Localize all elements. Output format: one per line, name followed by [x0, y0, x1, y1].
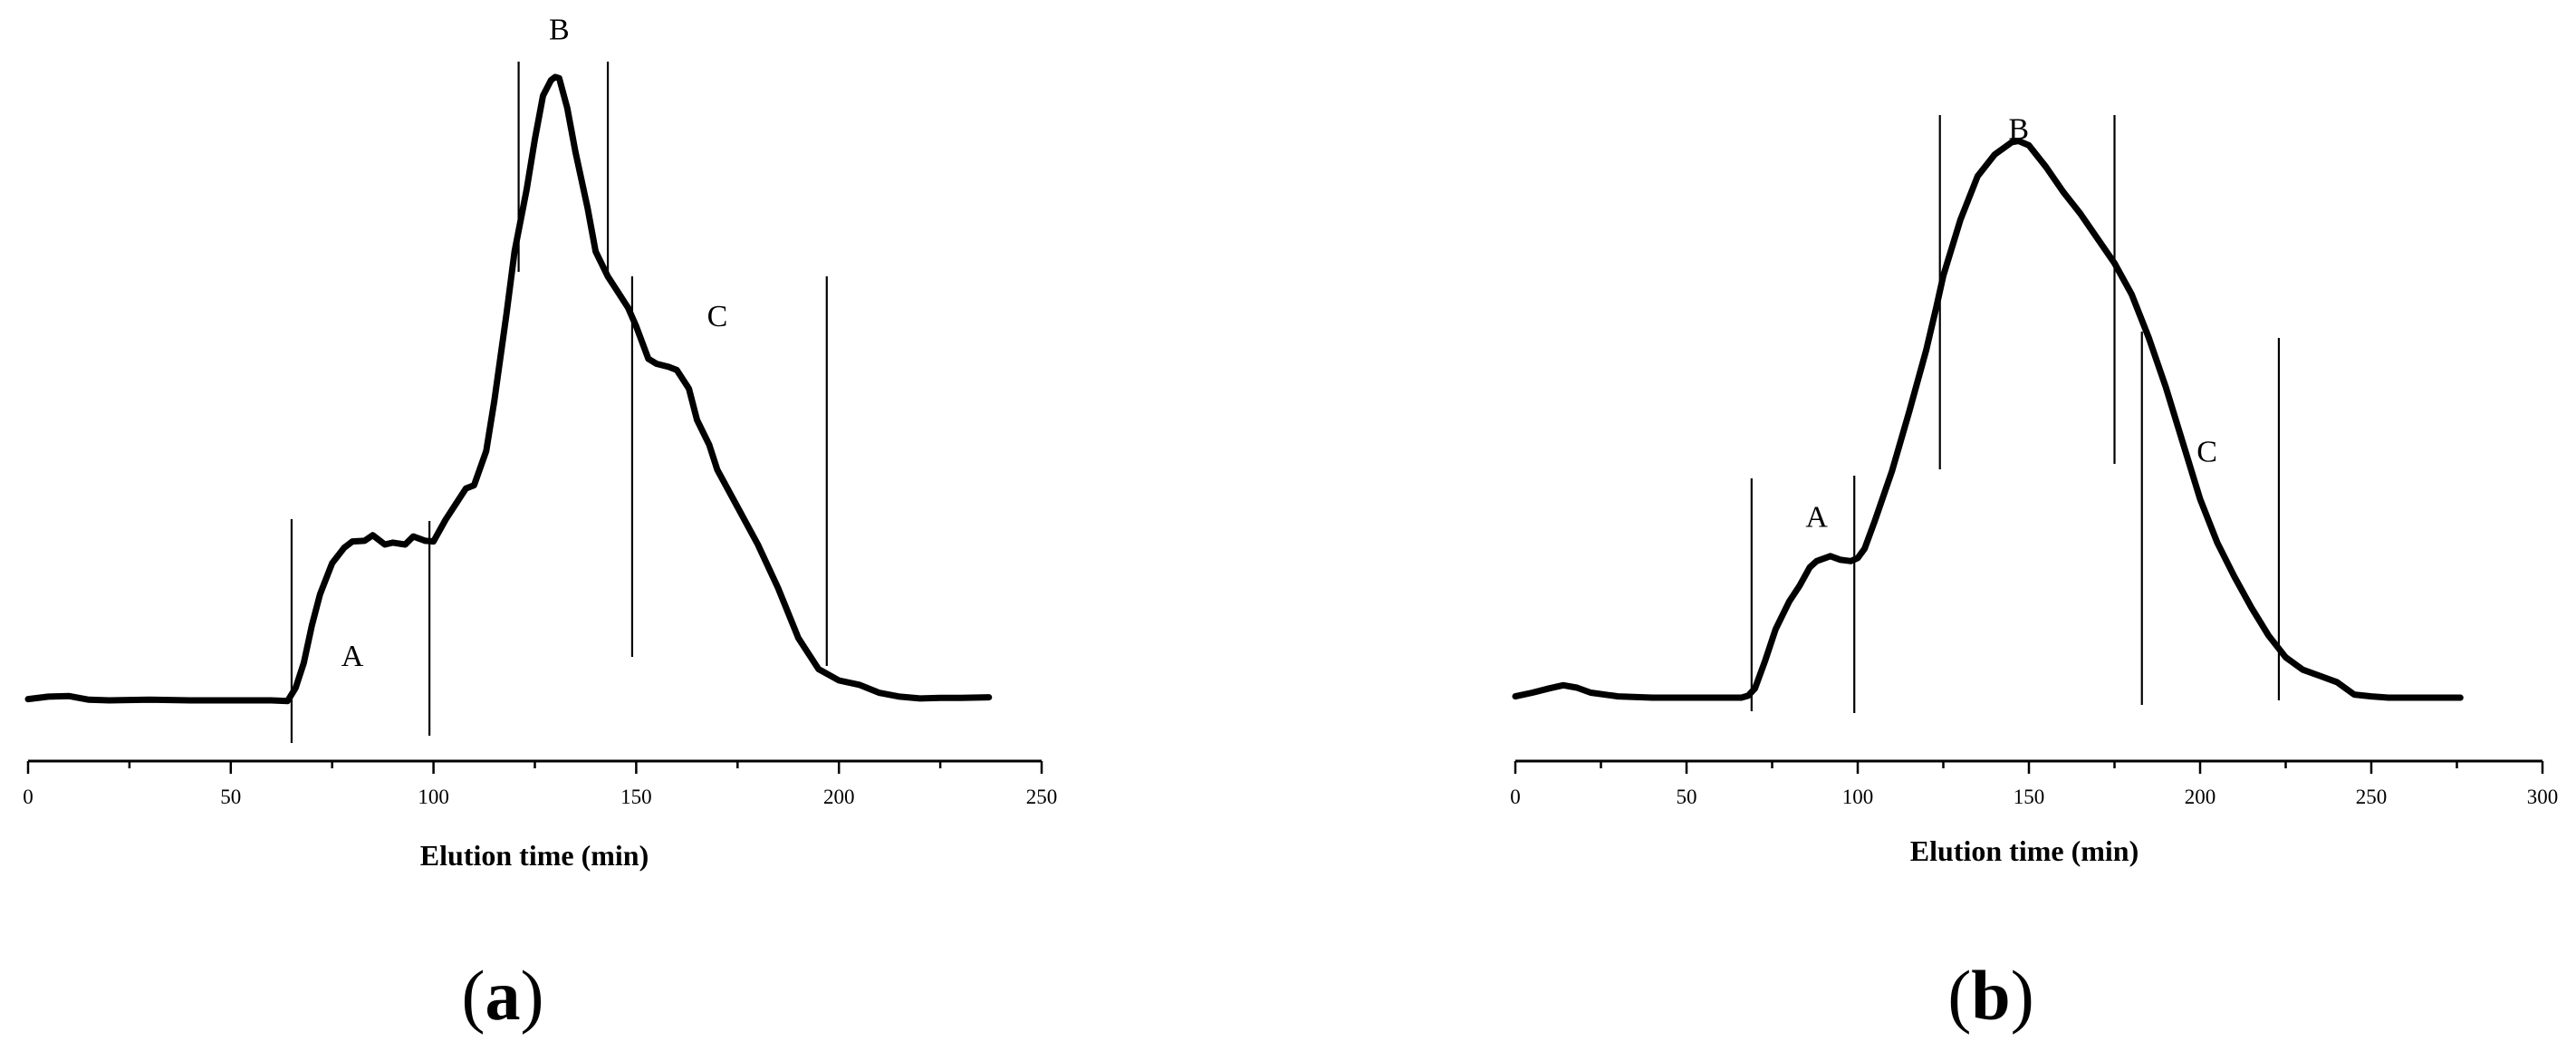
- chart-b-region-label-b: B: [2008, 113, 2029, 147]
- chart-b-x-tick-label: 100: [1842, 786, 1874, 808]
- chart-b-region-label-a: A: [1805, 501, 1828, 535]
- chart-b-x-tick-label: 150: [2014, 786, 2045, 808]
- chart-b-panel-label: (b): [1947, 956, 2033, 1035]
- chart-b-x-tick-label: 200: [2185, 786, 2216, 808]
- chart-a-x-tick-label: 200: [823, 786, 855, 808]
- chart-b-region-label-c: C: [2196, 436, 2217, 469]
- chart-a-x-tick-label: 50: [220, 786, 241, 808]
- chart-a-x-tick-label: 0: [23, 786, 34, 808]
- chart-a-x-tick-label: 100: [418, 786, 449, 808]
- chart-a-elution-trace: [24, 73, 993, 705]
- chart-b-x-tick-label: 0: [1510, 786, 1521, 808]
- chart-a-region-label-b: B: [549, 14, 570, 47]
- chart-a: 0 50 100 150 200 250 Elution time (min) A B C (a): [23, 14, 1057, 1035]
- chart-b-x-tick-label: 300: [2527, 786, 2559, 808]
- chart-a-region-label-c: C: [707, 300, 728, 333]
- chart-b-elution-trace: [1512, 138, 2464, 701]
- chart-a-x-axis-title: Elution time (min): [420, 839, 649, 872]
- chart-b-x-tick-label: 50: [1677, 786, 1697, 808]
- chart-a-region-label-a: A: [341, 640, 364, 673]
- chart-b-x-axis-title: Elution time (min): [1910, 834, 2139, 867]
- chart-a-panel-label: (a): [462, 956, 544, 1035]
- chart-b-x-tick-label: 250: [2356, 786, 2388, 808]
- chart-b: 0 50 100 150 200 250 300 Elution time (min) A B C (…: [1510, 113, 2558, 1036]
- chart-a-x-tick-label: 250: [1026, 786, 1058, 808]
- chart-a-x-tick-label: 150: [620, 786, 652, 808]
